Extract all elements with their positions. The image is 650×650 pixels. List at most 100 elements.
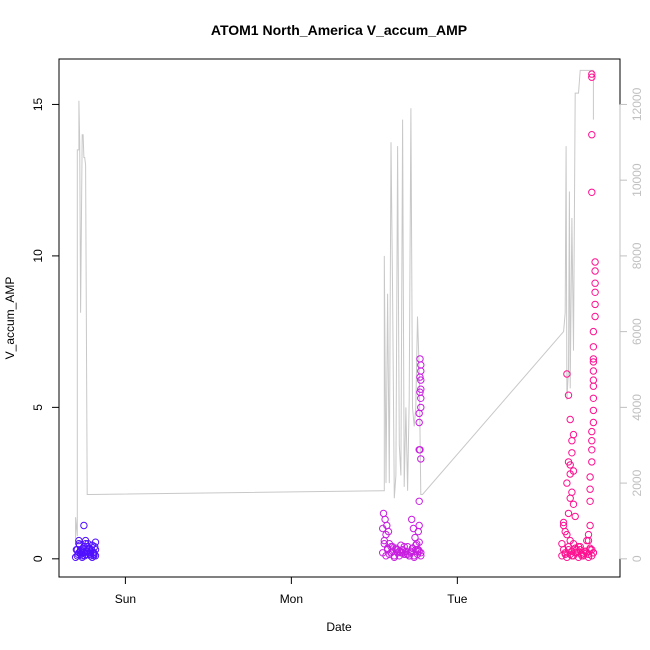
data-point-sun xyxy=(91,552,100,560)
data-point-sun xyxy=(76,547,85,555)
plot-frame xyxy=(58,58,621,578)
y2-tick-label: 2000 xyxy=(630,469,644,496)
data-point-mon xyxy=(415,409,423,418)
data-point-tue xyxy=(586,473,594,481)
data-point-tue xyxy=(569,540,578,548)
data-point-tue xyxy=(571,544,579,552)
data-point-mon xyxy=(415,418,423,427)
data-point-mon xyxy=(416,388,424,396)
data-point-mon xyxy=(381,515,389,524)
x-tick-label: Mon xyxy=(280,592,303,606)
data-point-mon xyxy=(414,527,422,536)
data-point-tue xyxy=(591,267,599,275)
y-tick-label: 5 xyxy=(31,404,45,411)
data-point-mon xyxy=(417,394,425,402)
data-point-sun xyxy=(91,538,100,546)
data-point-mon xyxy=(415,547,423,555)
data-point-mon xyxy=(417,385,425,393)
data-point-tue xyxy=(588,70,596,78)
data-point-mon xyxy=(416,373,424,381)
data-point-mon xyxy=(395,547,403,555)
data-point-mon xyxy=(415,497,423,505)
data-point-tue xyxy=(566,494,574,502)
data-point-tue xyxy=(591,300,599,309)
x-axis-label: Date xyxy=(326,620,352,634)
data-point-tue xyxy=(568,449,576,457)
data-point-tue xyxy=(564,546,573,554)
data-point-tue xyxy=(561,527,569,536)
y-tick-label: 15 xyxy=(31,97,45,111)
data-point-tue xyxy=(589,549,598,557)
data-point-tue xyxy=(563,370,571,378)
data-point-tue xyxy=(591,279,599,287)
data-point-mon xyxy=(402,550,410,558)
data-point-tue xyxy=(563,479,571,487)
chart-title: ATOM1 North_America V_accum_AMP xyxy=(211,22,467,38)
data-point-tue xyxy=(558,540,566,548)
data-point-tue xyxy=(588,446,596,454)
data-point-tue xyxy=(589,327,598,336)
data-point-tue xyxy=(569,467,578,475)
data-point-mon xyxy=(417,367,425,375)
data-point-tue xyxy=(568,437,576,445)
data-point-mon xyxy=(416,355,424,363)
data-point-tue xyxy=(569,500,578,508)
data-point-mon xyxy=(405,552,413,560)
data-point-tue xyxy=(589,367,598,375)
y2-tick-label: 12000 xyxy=(630,87,644,121)
data-point-mon xyxy=(414,546,422,554)
data-point-sun xyxy=(90,550,98,558)
data-point-tue xyxy=(559,518,568,527)
data-point-tue xyxy=(584,530,593,539)
data-point-sun xyxy=(84,540,92,548)
data-point-tue xyxy=(568,488,576,496)
data-point-tue xyxy=(588,427,596,436)
data-point-tue xyxy=(564,509,573,518)
data-point-tue xyxy=(589,406,598,415)
data-point-tue xyxy=(589,394,598,402)
plot-area xyxy=(71,69,599,561)
data-point-mon xyxy=(408,515,416,524)
data-point-tue xyxy=(584,536,593,545)
data-point-mon xyxy=(392,546,400,554)
data-point-mon xyxy=(384,527,393,536)
data-point-tue xyxy=(576,543,584,551)
data-point-tue xyxy=(588,458,596,466)
y2-tick-label: 0 xyxy=(630,555,644,562)
data-point-tue xyxy=(591,312,599,321)
data-point-mon xyxy=(417,403,425,412)
data-point-tue xyxy=(579,549,588,557)
data-point-tue xyxy=(588,437,596,445)
x-tick-label: Sun xyxy=(115,592,136,606)
data-point-tue xyxy=(589,358,598,366)
data-point-tue xyxy=(564,391,573,399)
data-point-tue xyxy=(588,73,596,81)
data-point-mon xyxy=(411,533,419,542)
x-tick-label: Tue xyxy=(447,592,468,606)
data-point-tue xyxy=(588,188,596,197)
data-point-tue xyxy=(589,343,598,351)
data-point-sun xyxy=(75,536,83,545)
data-point-mon xyxy=(379,509,388,518)
y-axis-label: V_accum_AMP xyxy=(3,277,17,360)
data-point-tue xyxy=(588,131,596,139)
data-point-tue xyxy=(571,512,579,521)
y2-tick-label: 6000 xyxy=(630,318,644,345)
data-point-tue xyxy=(569,430,578,439)
data-point-mon xyxy=(417,376,425,384)
data-point-sun xyxy=(81,552,89,560)
y-axis-left: 0 5 10 15 xyxy=(31,97,59,562)
y2-tick-label: 8000 xyxy=(630,242,644,269)
series-line-right-axis xyxy=(75,69,594,544)
data-point-mon xyxy=(417,455,425,463)
y-tick-label: 0 xyxy=(31,555,45,562)
y-axis-right: 0 2000 4000 6000 8000 10000 12000 xyxy=(619,87,644,562)
y2-tick-label: 10000 xyxy=(630,163,644,197)
y-tick-label: 10 xyxy=(31,249,45,263)
data-point-mon xyxy=(398,549,407,557)
data-point-tue xyxy=(589,376,598,384)
data-point-tue xyxy=(589,355,598,363)
data-point-mon xyxy=(410,552,418,560)
data-point-tue xyxy=(586,521,594,530)
